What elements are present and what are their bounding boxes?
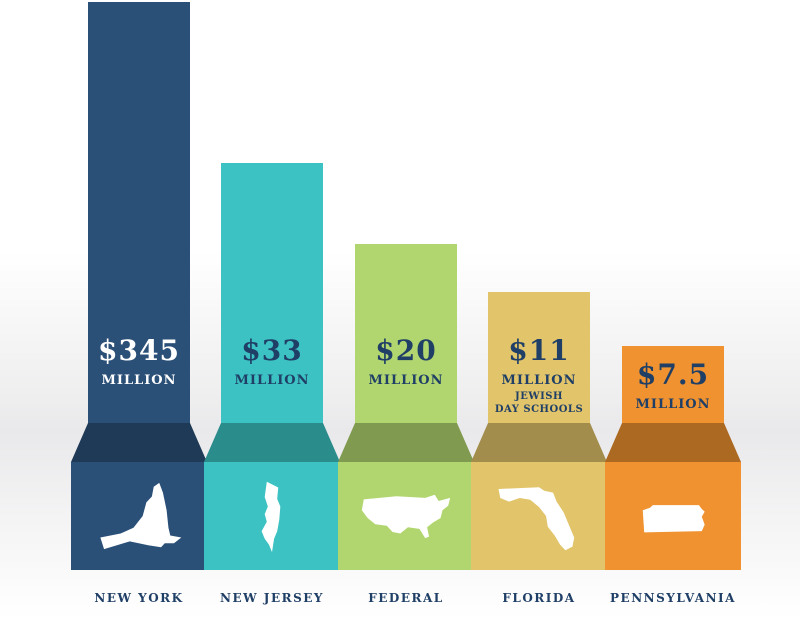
bar-group-pennsylvania: $7.5 MILLION PENNSYLVANIA [605,346,741,605]
bar-fold [605,423,741,462]
unit-label: MILLION [501,373,576,388]
bar-fold [71,423,207,462]
unit-label: MILLION [368,373,443,388]
bar-new-york [88,2,190,423]
category-label: FEDERAL [368,591,443,605]
value-label: $20 [375,334,436,367]
bar-pennsylvania [622,346,724,423]
unit-label: MILLION [234,373,309,388]
bar-fold [471,423,607,462]
category-label: FLORIDA [502,591,575,605]
bar-federal [355,244,457,423]
unit-label: MILLION [101,373,176,388]
bar-group-florida: $11 MILLION JEWISH DAY SCHOOLS FLORIDA [471,292,607,605]
bar-group-new-jersey: $33 MILLION NEW JERSEY [204,163,340,605]
bar-new-jersey [221,163,323,423]
annotation-label: JEWISH [514,391,563,402]
unit-label: MILLION [635,397,710,412]
new-york-state-icon [100,482,182,550]
bar-fold [338,423,474,462]
bar-florida [488,292,590,423]
bar-group-federal: $20 MILLION FEDERAL [338,244,474,605]
new-jersey-state-icon [261,481,281,553]
bar-group-new-york: $345 MILLION NEW YORK [71,2,207,605]
florida-state-icon [498,487,575,551]
category-label: PENNSYLVANIA [610,591,736,605]
value-label: $33 [241,334,302,367]
bar-fold [204,423,340,462]
value-label: $345 [98,334,180,367]
value-label: $7.5 [637,358,709,391]
value-label: $11 [508,334,569,367]
bar-front-panel [471,462,607,570]
annotation-label: DAY SCHOOLS [495,404,583,415]
usa-map-icon [361,494,451,539]
category-label: NEW JERSEY [220,591,324,605]
bar-front-panel [71,462,207,570]
category-label: NEW YORK [94,591,183,605]
pennsylvania-state-icon [642,505,705,533]
